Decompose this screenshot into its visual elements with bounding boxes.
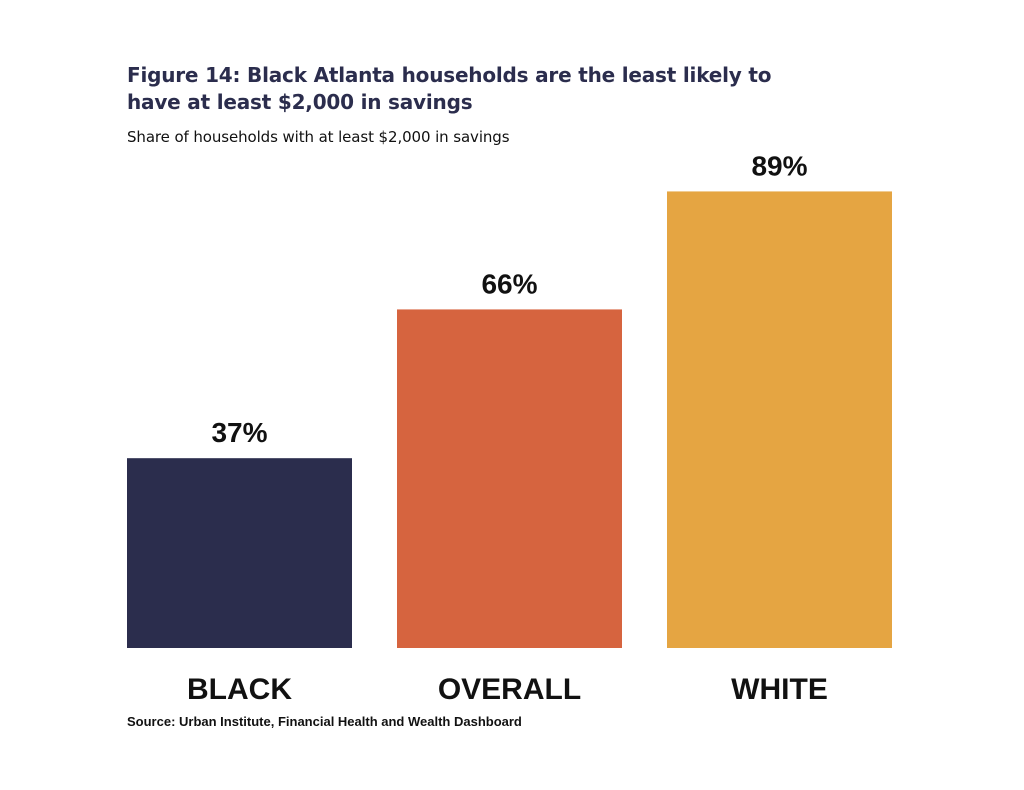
value-label-black: 37% <box>211 417 267 448</box>
bar-white <box>667 191 892 648</box>
value-label-overall: 66% <box>481 268 537 299</box>
source-note: Source: Urban Institute, Financial Healt… <box>127 714 522 729</box>
chart-subtitle: Share of households with at least $2,000… <box>127 128 510 146</box>
value-label-white: 89% <box>751 150 807 181</box>
category-label-overall: OVERALL <box>438 673 581 706</box>
category-label-black: BLACK <box>187 673 292 706</box>
category-label-white: WHITE <box>731 673 828 706</box>
bar-black <box>127 458 352 648</box>
bar-overall <box>397 309 622 648</box>
chart-title: Figure 14: Black Atlanta households are … <box>127 63 772 114</box>
